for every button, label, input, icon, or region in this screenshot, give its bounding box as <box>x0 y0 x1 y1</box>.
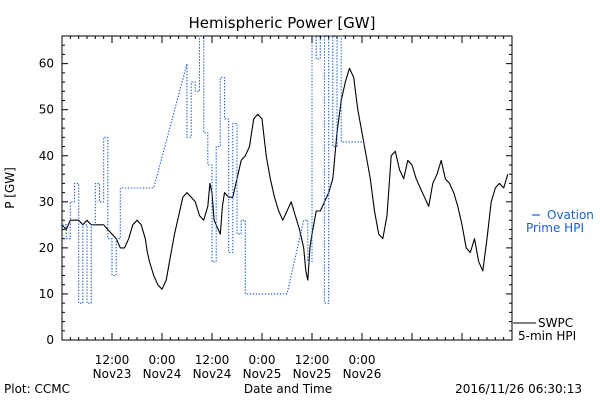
timestamp: 2016/11/26 06:30:13 <box>455 382 582 396</box>
legend-ovation-label-1: Ovation <box>547 208 594 222</box>
x-tick-time-label: 0:00 <box>149 353 176 367</box>
y-tick-label: 50 <box>39 103 54 117</box>
x-tick-time-label: 0:00 <box>249 353 276 367</box>
y-tick-label: 20 <box>39 241 54 255</box>
y-tick-label: 30 <box>39 195 54 209</box>
x-tick-date-label: Nov23 <box>93 367 132 381</box>
x-tick-time-label: 0:00 <box>349 353 376 367</box>
x-axis-label: Date and Time <box>244 382 332 396</box>
chart-title: Hemispheric Power [GW] <box>189 14 376 32</box>
y-tick-label: 40 <box>39 149 54 163</box>
legend-swpc: SWPC 5-min HPI <box>513 316 576 343</box>
plot-credit: Plot: CCMC <box>4 382 70 396</box>
y-tick-label: 10 <box>39 287 54 301</box>
x-tick-date-label: Nov24 <box>193 367 232 381</box>
x-tick-time-label: 12:00 <box>95 353 130 367</box>
swpc-series-line <box>61 67 509 290</box>
y-axis-label: P [GW] <box>3 167 17 209</box>
x-tick-time-label: 12:00 <box>195 353 230 367</box>
series-layer <box>61 35 509 304</box>
y-tick-label: 0 <box>46 333 54 347</box>
x-tick-date-label: Nov24 <box>143 367 182 381</box>
legend-ovation-label-2: Prime HPI <box>526 221 584 235</box>
x-tick-date-label: Nov25 <box>293 367 332 381</box>
y-tick-label: 60 <box>39 57 54 71</box>
legend-swpc-label-1: SWPC <box>538 316 573 330</box>
x-tick-date-label: Nov25 <box>243 367 282 381</box>
x-tick-date-label: Nov26 <box>343 367 382 381</box>
legend-ovation: Ovation Prime HPI <box>526 208 594 235</box>
ovation-series-line <box>62 35 362 304</box>
legend-swpc-label-2: 5-min HPI <box>518 329 576 343</box>
x-tick-time-label: 12:00 <box>295 353 330 367</box>
axis-layer: 010203040506012:00Nov230:00Nov2412:00Nov… <box>39 36 512 381</box>
